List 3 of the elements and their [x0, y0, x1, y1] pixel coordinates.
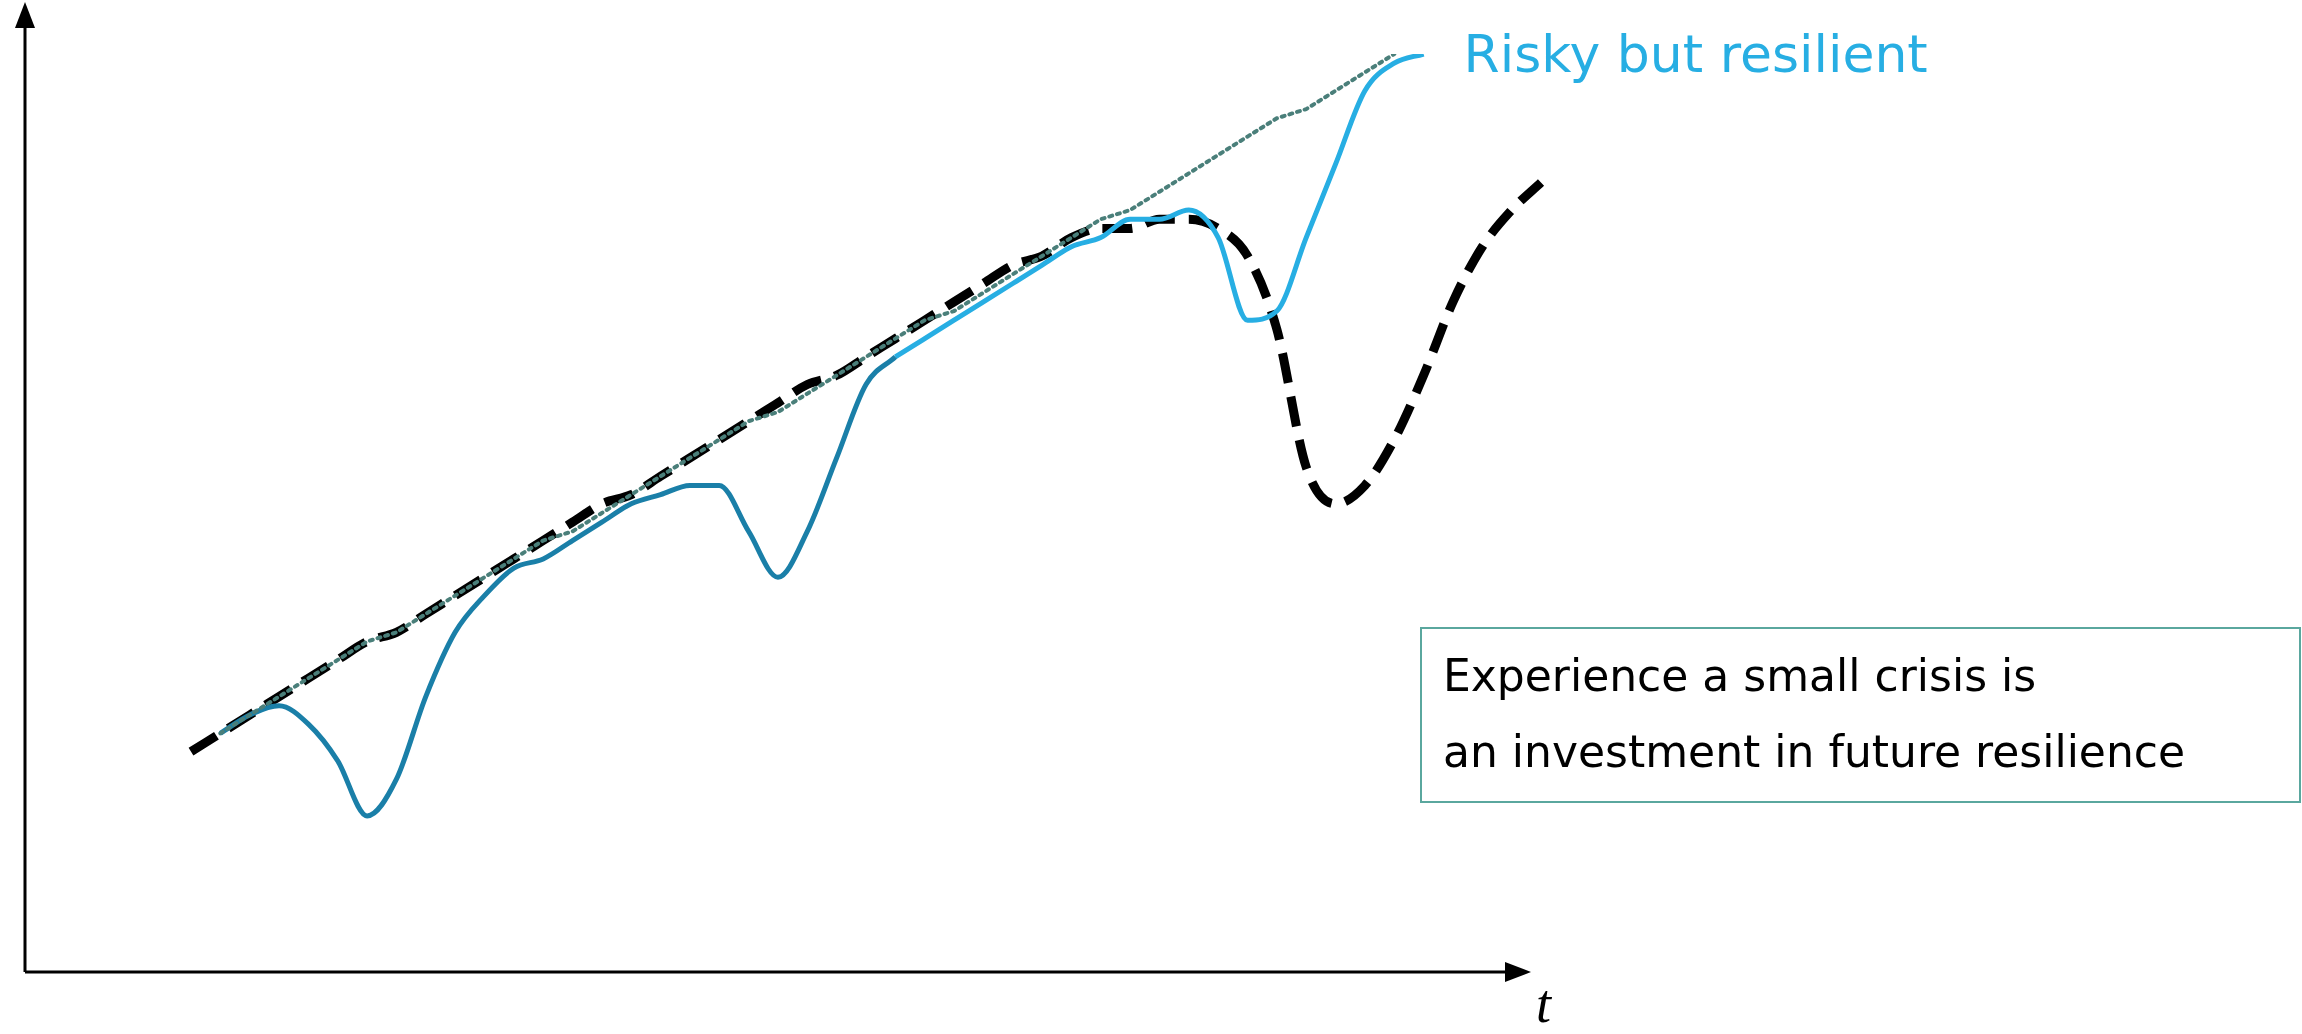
- x-axis-title: t: [1536, 974, 1553, 1034]
- annotation: Experience a small crisis is an investment in future resilience: [1443, 650, 2186, 778]
- series-label: Risky but resilient: [1463, 23, 1928, 84]
